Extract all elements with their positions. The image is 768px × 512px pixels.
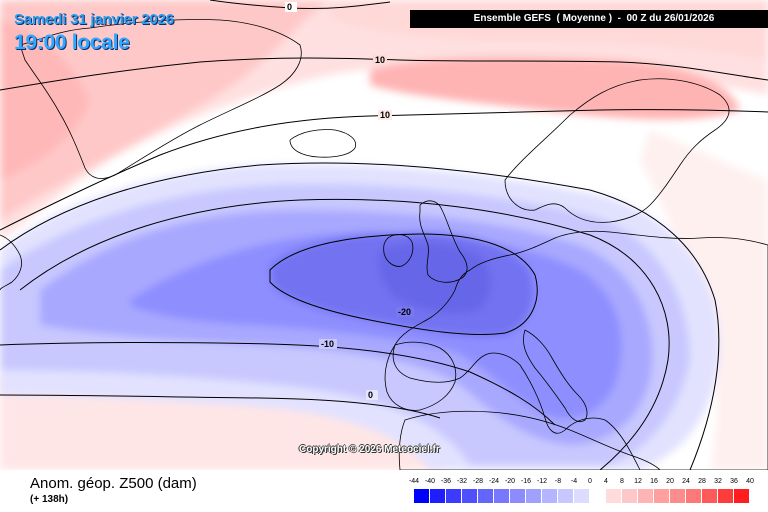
legend-swatch — [494, 489, 510, 503]
contour-0-mid — [0, 162, 720, 470]
legend-label: -12 — [536, 478, 548, 485]
greenland-outline — [19, 19, 302, 179]
legend-label: -32 — [456, 478, 468, 485]
legend-swatch — [718, 489, 734, 503]
footer: Anom. géop. Z500 (dam) (+ 138h) -44 -40 -3… — [0, 470, 768, 512]
legend-swatch — [734, 489, 750, 503]
legend-swatch — [446, 489, 462, 503]
map-title: Anom. géop. Z500 (dam) — [30, 475, 197, 492]
italy-outline — [523, 329, 588, 423]
legend-swatch — [622, 489, 638, 503]
scandinavia-outline — [504, 78, 730, 223]
legend-label: -8 — [554, 478, 562, 485]
legend-label: 8 — [620, 478, 624, 485]
copyright-notice: Copyright © 2026 Meteociel.fr — [299, 444, 440, 455]
anomaly-map: 0 10 10 -20 -10 0 — [0, 0, 768, 470]
legend-swatch — [478, 489, 494, 503]
contour-labels: 0 10 10 -20 -10 0 — [285, 2, 414, 400]
contour-0-south — [0, 394, 441, 419]
legend-swatch — [462, 489, 478, 503]
legend-label: 40 — [746, 478, 754, 485]
legend-swatch — [670, 489, 686, 503]
contour-label: 10 — [380, 110, 390, 120]
run-info-banner: Ensemble GEFS ( Moyenne ) - 00 Z du 26/0… — [410, 10, 768, 28]
legend-label: -44 — [408, 478, 420, 485]
contour-minus-10 — [19, 198, 670, 470]
color-legend: -44 -40 -36 -32 -28 -24 -20 -16 -12 -8 -4 0 4 8 12 16 20… — [409, 478, 754, 503]
contour-10-north — [0, 57, 768, 91]
legend-label: 28 — [698, 478, 706, 485]
legend-swatch — [414, 489, 430, 503]
legend-label: 12 — [634, 478, 642, 485]
legend-label: 0 — [588, 478, 592, 485]
positive-anomaly-shading — [0, 0, 768, 470]
legend-swatch — [686, 489, 702, 503]
legend-swatch — [526, 489, 542, 503]
legend-swatch — [430, 489, 446, 503]
valid-time: 19:00 locale — [14, 31, 130, 54]
legend-label: -20 — [504, 478, 516, 485]
iceland-outline — [289, 129, 357, 158]
europe-outline — [392, 230, 768, 470]
legend-label: -24 — [488, 478, 500, 485]
legend-swatch — [606, 489, 622, 503]
legend-swatch — [574, 489, 590, 503]
contour-10-mid — [0, 109, 768, 231]
contour-label: 0 — [287, 2, 292, 12]
legend-label: 32 — [714, 478, 722, 485]
ireland-outline — [383, 234, 414, 267]
legend-label: -36 — [440, 478, 452, 485]
legend-label: 20 — [666, 478, 674, 485]
legend-swatch — [542, 489, 558, 503]
north-africa-outline — [398, 410, 661, 470]
legend-swatch — [638, 489, 654, 503]
legend-swatch — [590, 489, 606, 503]
legend-swatch — [654, 489, 670, 503]
legend-label: -40 — [424, 478, 436, 485]
contour-label: -20 — [398, 307, 411, 317]
lead-time: (+ 138h) — [30, 494, 69, 505]
legend-label: 24 — [682, 478, 690, 485]
iberia-outline — [384, 341, 457, 411]
contour-minus-20 — [269, 233, 538, 335]
contour-minus-10-south — [0, 342, 556, 426]
legend-swatch — [510, 489, 526, 503]
negative-anomaly-shading — [0, 164, 720, 470]
coastlines — [0, 19, 768, 470]
legend-label: -4 — [570, 478, 578, 485]
legend-swatch — [702, 489, 718, 503]
legend-label: -16 — [520, 478, 532, 485]
contour-label: 10 — [375, 55, 385, 65]
valid-date: Samedi 31 janvier 2026 — [14, 11, 174, 28]
britain-outline — [419, 200, 468, 283]
contour-lines — [0, 0, 768, 470]
contour-label: -10 — [321, 339, 334, 349]
legend-label: 4 — [604, 478, 608, 485]
legend-color-bar — [414, 489, 754, 503]
legend-label: 36 — [730, 478, 738, 485]
legend-swatch — [558, 489, 574, 503]
contour-label: 0 — [368, 390, 373, 400]
legend-label: -28 — [472, 478, 484, 485]
legend-labels: -44 -40 -36 -32 -28 -24 -20 -16 -12 -8 -4 0 4 8 12 16 20… — [409, 478, 754, 488]
legend-label: 16 — [650, 478, 658, 485]
